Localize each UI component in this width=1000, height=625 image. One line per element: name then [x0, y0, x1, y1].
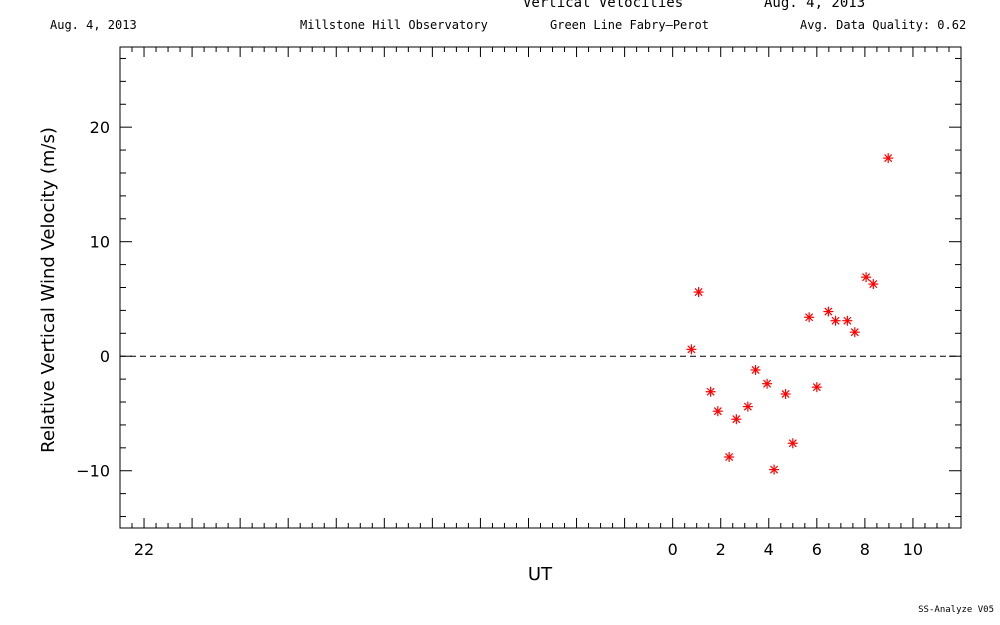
- data-point: [712, 406, 723, 417]
- y-axis-title: Relative Vertical Wind Velocity (m/s): [38, 127, 59, 453]
- data-point: [868, 279, 879, 290]
- data-point: [823, 306, 834, 317]
- data-point: [780, 389, 791, 400]
- data-point: [811, 382, 822, 393]
- x-tick-label: 8: [860, 540, 870, 559]
- data-point: [731, 414, 742, 425]
- x-tick-label: 6: [812, 540, 822, 559]
- data-point: [762, 378, 773, 389]
- x-tick-label: 2: [716, 540, 726, 559]
- header-date: Aug. 4, 2013: [50, 18, 137, 32]
- data-points: [686, 153, 894, 475]
- data-point: [883, 153, 894, 164]
- data-point: [686, 344, 697, 355]
- x-tick-label: 4: [764, 540, 774, 559]
- data-point: [705, 386, 716, 397]
- y-tick-label: 10: [90, 233, 110, 252]
- data-point: [742, 401, 753, 412]
- data-point: [750, 364, 761, 375]
- software-version: SS-Analyze V05: [918, 605, 994, 615]
- header-quality: Avg. Data Quality: 0.62: [800, 18, 967, 32]
- data-point: [849, 327, 860, 338]
- header-observatory: Millstone Hill Observatory: [300, 18, 488, 32]
- data-point: [693, 287, 704, 298]
- data-point: [769, 464, 780, 475]
- y-tick-label: −10: [76, 462, 110, 481]
- data-point: [724, 451, 735, 462]
- tick-marks: [119, 47, 962, 528]
- y-tick-label: 0: [100, 347, 110, 366]
- chart-title-date: Aug. 4, 2013: [764, 0, 866, 11]
- data-point: [787, 438, 798, 449]
- data-point: [830, 315, 841, 326]
- header-instrument: Green Line Fabry—Perot: [550, 18, 709, 32]
- x-tick-label: 0: [668, 540, 678, 559]
- tick-labels: 22 0 2 4 6 8 10 −10 0 10 20: [76, 118, 923, 559]
- data-point: [842, 315, 853, 326]
- x-axis-title: UT: [528, 564, 553, 585]
- x-tick-label: 22: [134, 540, 154, 559]
- plot-frame: [119, 46, 962, 529]
- data-point: [861, 272, 872, 283]
- x-tick-label: 10: [903, 540, 923, 559]
- y-tick-label: 20: [90, 118, 110, 137]
- data-point: [804, 312, 815, 323]
- chart-title: Vertical Velocities: [523, 0, 684, 11]
